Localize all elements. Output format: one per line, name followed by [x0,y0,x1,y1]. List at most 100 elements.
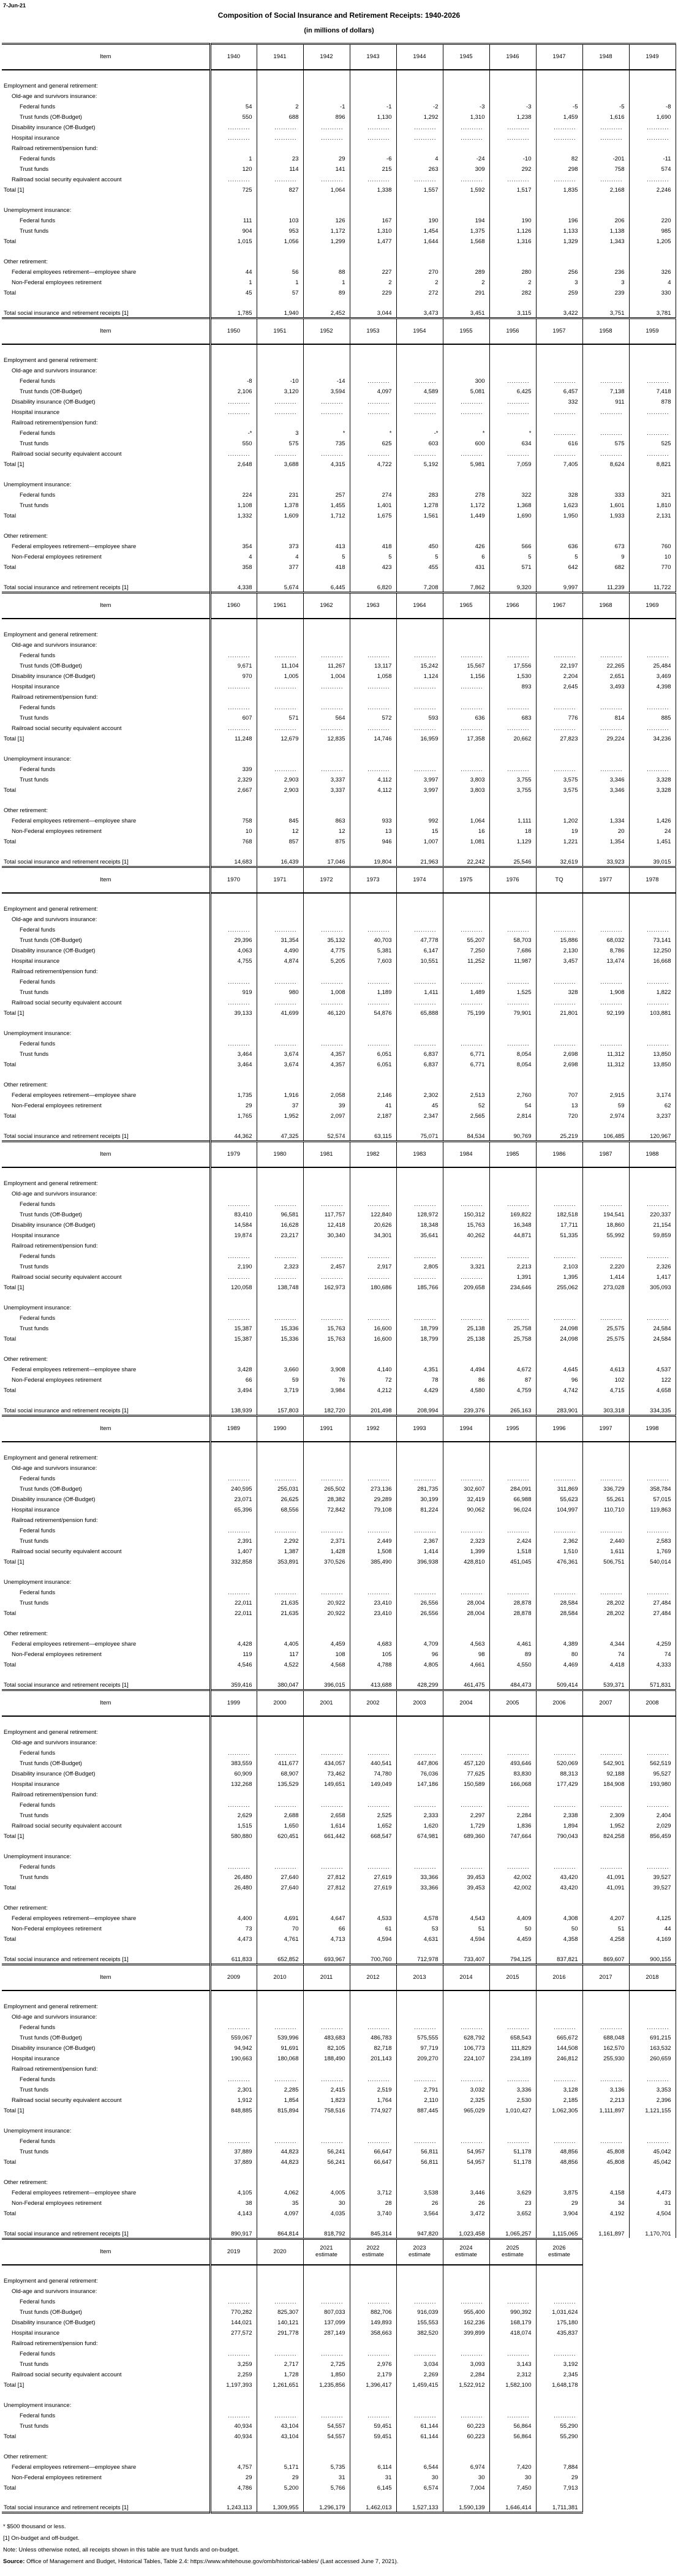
value-cell: .......... [535,2409,583,2420]
value-cell: 263 [396,163,443,173]
row-label: Unemployment insurance: [2,204,211,214]
value-cell: .......... [628,1799,676,1809]
value-cell: .......... [349,1747,396,1757]
value-cell: 22,197 [535,660,582,670]
value-cell: 278 [442,489,489,499]
table-row: Federal employees retirement—employee sh… [2,815,676,825]
empty-cell [489,1716,536,1726]
table-row: Employment and general retirement: [2,2275,583,2285]
table-row: Total 4,546 4,522 4,568 4,788 4,805 4,661 4,550… [2,1659,676,1669]
table-row: Railroad social security equivalent acco… [2,1545,676,1556]
empty-cell [628,804,676,815]
empty-cell [349,571,396,581]
empty-cell [582,194,629,204]
value-cell: .......... [303,1747,350,1757]
value-cell: 29 [209,2471,257,2482]
value-cell: .......... [535,448,582,458]
row-label: Unemployment insurance: [2,478,211,489]
value-cell: 5 [396,551,443,561]
value-cell: .......... [256,680,303,691]
value-cell: 16 [442,825,489,835]
empty-cell [489,1627,536,1638]
value-cell: 9,320 [489,581,536,592]
value-cell: 298 [535,163,582,173]
table-row: Total [1] 1,197,393 1,261,651 1,235,856 1,39… [2,2379,583,2389]
value-cell: 16,959 [396,733,443,743]
value-cell: 3,136 [582,2084,629,2094]
value-cell: 1,836 [489,1820,536,1830]
empty-cell [209,1353,257,1363]
year-header: 2015 [489,1964,536,1991]
empty-cell [303,255,350,266]
value-cell: 2,391 [209,1535,257,1545]
value-cell: 201,498 [349,1404,396,1415]
value-cell: 493,646 [489,1757,536,1768]
value-cell: .......... [349,448,396,458]
value-cell: .......... [349,976,396,986]
empty-cell [489,2063,536,2073]
footnote-prefix: Source: [3,2558,25,2565]
value-cell: 377 [256,561,303,571]
value-cell: 68,032 [582,934,629,944]
empty-cell [628,194,676,204]
value-cell: 1,202 [535,815,582,825]
decade-tables-container: Item 1940 1941 1942 1943 1944 1945 1946 1947 1948… [2,43,676,2514]
value-cell: 25,758 [489,1333,536,1343]
value-cell: .......... [442,406,489,416]
empty-cell [396,2011,443,2021]
year-header: 1999 [209,1690,257,1717]
value-cell: 8,786 [582,944,629,955]
table-row: Trust funds 3,259 2,717 2,725 2,976 3,034 3,09… [2,2358,583,2368]
value-cell: .......... [349,2073,396,2084]
value-cell: 14,746 [349,733,396,743]
table-row: Total [1] 11,248 12,679 12,835 14,746 16,959 1… [2,733,676,743]
value-cell: .......... [349,1198,396,1208]
value-cell: 1,690 [628,111,676,121]
row-label: Total social insurance and retirement re… [2,2502,211,2512]
value-cell: .......... [256,1472,303,1483]
value-cell: 2,168 [582,184,629,194]
empty-cell [256,70,303,80]
row-label: Railroad retirement/pension fund: [2,965,211,976]
value-cell: 111,829 [489,2042,536,2052]
year-header: 1995 [489,1415,536,1442]
value-cell: 31 [628,2197,676,2207]
table-row [2,619,676,628]
value-cell: 1,368 [489,499,536,510]
value-cell: 25,484 [628,660,676,670]
value-cell: 2,323 [442,1535,489,1545]
empty-cell [628,1069,676,1079]
empty-cell [396,794,443,804]
table-row: Disability insurance (Off-Budget) 4,063 4,… [2,944,676,955]
table-row: Trust funds 904 953 1,172 1,310 1,454 1,375 1,1… [2,225,676,235]
year-header: 1954 [396,318,443,345]
value-cell: 13 [535,1099,582,1110]
empty-cell [209,571,257,581]
empty-cell [256,804,303,815]
value-cell: 51 [442,1923,489,1933]
value-cell: 184,908 [582,1778,629,1788]
table-row: Trust funds 2,629 2,688 2,658 2,525 2,333 2,29… [2,1809,676,1820]
value-cell: 6,837 [396,1058,443,1069]
row-label: Trust funds (Off-Budget) [2,2032,211,2042]
value-cell: 196 [535,214,582,225]
value-cell: 265,502 [303,1483,350,1493]
empty-cell [396,903,443,913]
empty-cell [256,1840,303,1850]
empty-cell [442,2125,489,2135]
spacer-cell [2,2218,211,2228]
value-cell: .......... [396,1472,443,1483]
row-label: Federal employees retirement—employee sh… [2,266,211,276]
empty-cell [489,628,536,639]
value-cell: 138,748 [256,1281,303,1292]
value-cell: .......... [256,1312,303,1322]
empty-cell [349,520,396,530]
value-cell: 72,842 [303,1504,350,1514]
value-cell: 2,651 [582,670,629,680]
value-cell: 457,120 [442,1757,489,1768]
table-row: Federal funds 54 2 -1 -1 -2 -3 -3 -5 -5 -8 [2,100,676,111]
value-cell: 1,616 [582,111,629,121]
value-cell: 162,973 [303,1281,350,1292]
value-cell: 300 [442,375,489,385]
value-cell: 89 [303,287,350,297]
